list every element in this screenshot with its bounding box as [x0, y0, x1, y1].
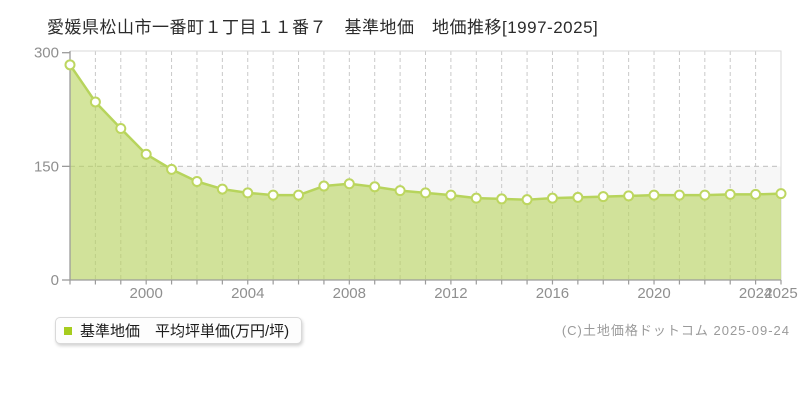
- area-fill: [70, 64, 781, 281]
- legend-marker-icon: [64, 326, 72, 335]
- data-point: [673, 189, 685, 201]
- data-point: [191, 176, 203, 188]
- data-point: [496, 193, 508, 205]
- x-axis-label: 2016: [536, 285, 569, 302]
- data-point: [343, 178, 355, 190]
- data-point: [89, 96, 101, 108]
- chart-title: 愛媛県松山市一番町１丁目１１番７ 基準地価 地価推移[1997-2025]: [47, 18, 599, 37]
- y-axis-label: 300: [34, 45, 59, 62]
- data-point: [724, 188, 736, 200]
- data-point: [597, 191, 609, 203]
- data-point: [750, 188, 762, 200]
- data-point: [64, 59, 76, 71]
- data-point: [267, 189, 279, 201]
- data-point: [775, 188, 787, 200]
- data-point: [648, 189, 660, 201]
- data-point: [115, 122, 127, 134]
- data-point: [140, 148, 152, 160]
- data-point: [216, 183, 228, 195]
- x-axis-label: 2000: [129, 285, 162, 302]
- data-point: [445, 189, 457, 201]
- y-axis-label: 0: [51, 272, 59, 289]
- data-point: [293, 189, 305, 201]
- legend-label: 基準地価 平均坪単価(万円/坪): [80, 323, 290, 340]
- x-axis-label: 2012: [434, 285, 467, 302]
- data-point: [318, 180, 330, 192]
- data-point: [242, 187, 254, 199]
- data-point: [369, 181, 381, 193]
- y-axis-label: 150: [34, 158, 59, 175]
- data-point: [166, 163, 178, 175]
- data-point: [699, 189, 711, 201]
- x-axis-label: 2024: [739, 285, 772, 302]
- x-axis-label: 2004: [231, 285, 264, 302]
- data-point: [420, 187, 431, 199]
- data-point: [521, 194, 533, 206]
- data-point: [546, 192, 558, 204]
- x-axis-label: 2025: [764, 285, 797, 302]
- legend: 基準地価 平均坪単価(万円/坪): [55, 317, 303, 344]
- data-point: [572, 191, 584, 203]
- copyright-text: (C)土地価格ドットコム 2025-09-24: [561, 323, 790, 338]
- data-point: [623, 190, 635, 202]
- data-point: [394, 185, 406, 197]
- data-point: [470, 192, 482, 204]
- x-axis-label: 2008: [333, 285, 366, 302]
- x-axis-label: 2020: [637, 285, 670, 302]
